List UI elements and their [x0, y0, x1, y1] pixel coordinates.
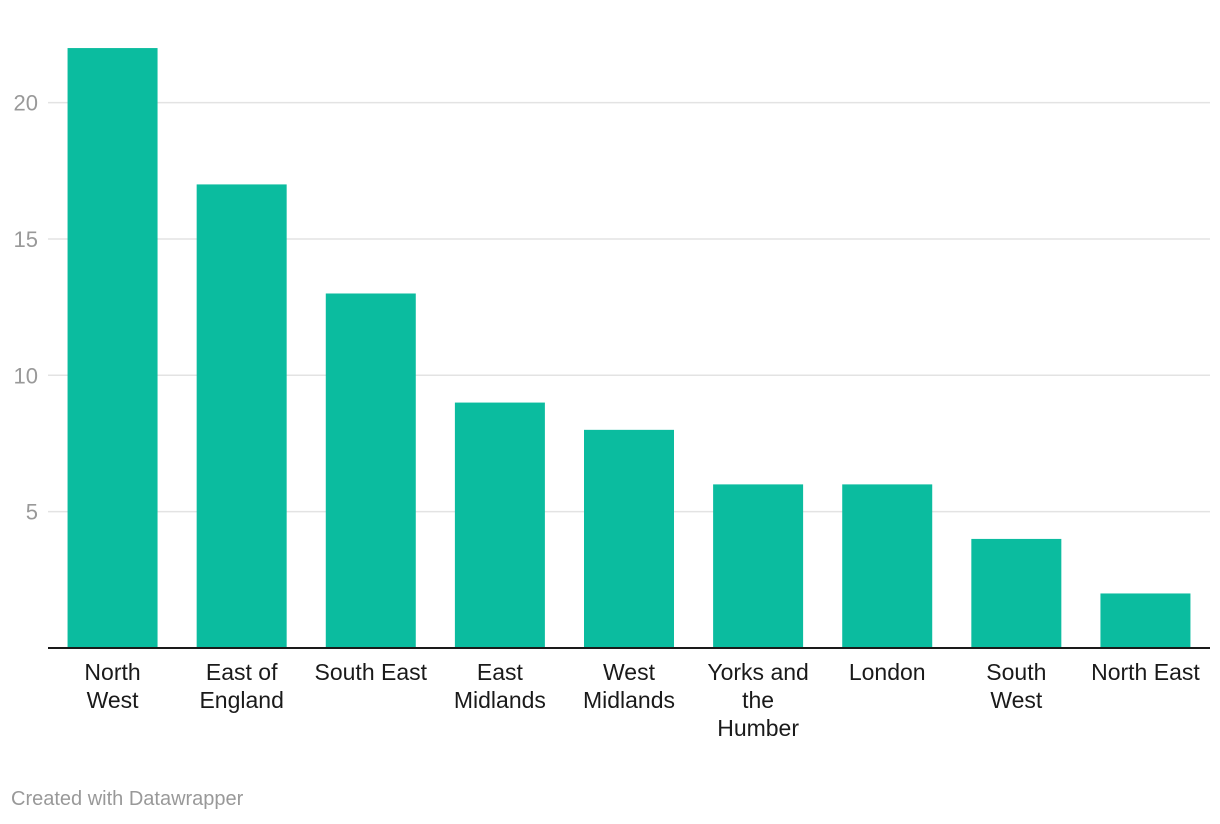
- bar[interactable]: [1100, 593, 1191, 648]
- bar[interactable]: [842, 484, 933, 648]
- bar[interactable]: [67, 48, 158, 649]
- y-tick-label: 20: [14, 91, 38, 116]
- bar[interactable]: [196, 184, 287, 648]
- x-category-label: North East: [1091, 659, 1200, 685]
- bar-chart: 5 10 15 20 North West East of England South Eas…: [14, 48, 1210, 741]
- bar[interactable]: [971, 538, 1062, 648]
- x-category-label: North West: [84, 659, 140, 713]
- x-category-label: Yorks and the Humber: [707, 659, 808, 741]
- x-category-label: East Midlands: [454, 659, 546, 713]
- y-tick-labels: 5 10 15 20: [14, 91, 38, 525]
- bar[interactable]: [325, 293, 416, 648]
- y-tick-label: 15: [14, 227, 38, 252]
- x-category-labels: North West East of England South East East Mid…: [84, 659, 1200, 741]
- bar[interactable]: [454, 402, 545, 648]
- bars: [67, 48, 1191, 649]
- bar[interactable]: [713, 484, 804, 648]
- x-category-label: South West: [986, 659, 1046, 713]
- y-tick-label: 10: [14, 363, 38, 388]
- x-category-label: South East: [315, 659, 428, 685]
- bar[interactable]: [584, 429, 674, 648]
- x-category-label: London: [849, 659, 926, 685]
- x-category-label: East of England: [199, 659, 283, 713]
- y-tick-label: 5: [26, 500, 38, 525]
- x-category-label: West Midlands: [583, 659, 675, 713]
- datawrapper-credit[interactable]: Created with Datawrapper: [11, 788, 244, 810]
